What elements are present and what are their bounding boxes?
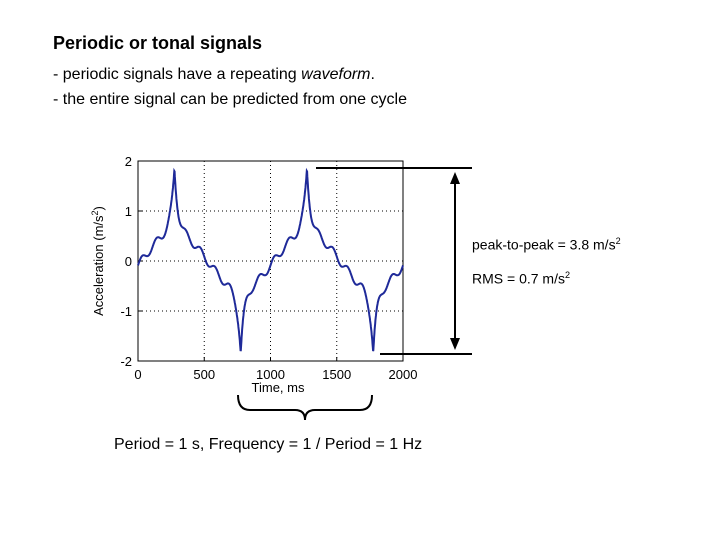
slide-title: Periodic or tonal signals xyxy=(53,33,263,53)
bullet-one-cycle: - the entire signal can be predicted fro… xyxy=(53,91,407,108)
peak-to-peak-label: peak-to-peak = 3.8 m/s2 xyxy=(472,236,621,253)
y-tick-label: 2 xyxy=(125,154,132,169)
y-tick-label: 0 xyxy=(125,254,132,269)
y-tick-label: -1 xyxy=(120,304,132,319)
x-axis-label: Time, ms xyxy=(252,380,305,395)
tick-marks xyxy=(137,160,404,362)
rms-label: RMS = 0.7 m/s2 xyxy=(472,270,571,287)
x-tick-label: 1000 xyxy=(256,367,285,382)
y-tick-label: 1 xyxy=(125,204,132,219)
signal-line xyxy=(137,167,404,352)
grid-lines xyxy=(138,161,403,361)
y-axis-label: Acceleration (m/s2) xyxy=(90,206,106,316)
x-tick-label: 0 xyxy=(134,367,141,382)
x-tick-label: 500 xyxy=(193,367,215,382)
x-tick-label: 1500 xyxy=(322,367,351,382)
period-label: Period = 1 s, Frequency = 1 / Period = 1… xyxy=(114,436,423,453)
period-brace xyxy=(237,394,373,421)
y-tick-label: -2 xyxy=(120,354,132,369)
arrowhead-down xyxy=(450,338,460,350)
tick-labels: 0 500 1000 1500 2000 2 1 0 -1 -2 xyxy=(120,154,417,382)
bullet-waveform: - periodic signals have a repeating wave… xyxy=(53,66,375,83)
x-tick-label: 2000 xyxy=(389,367,418,382)
arrowhead-up xyxy=(450,172,460,184)
